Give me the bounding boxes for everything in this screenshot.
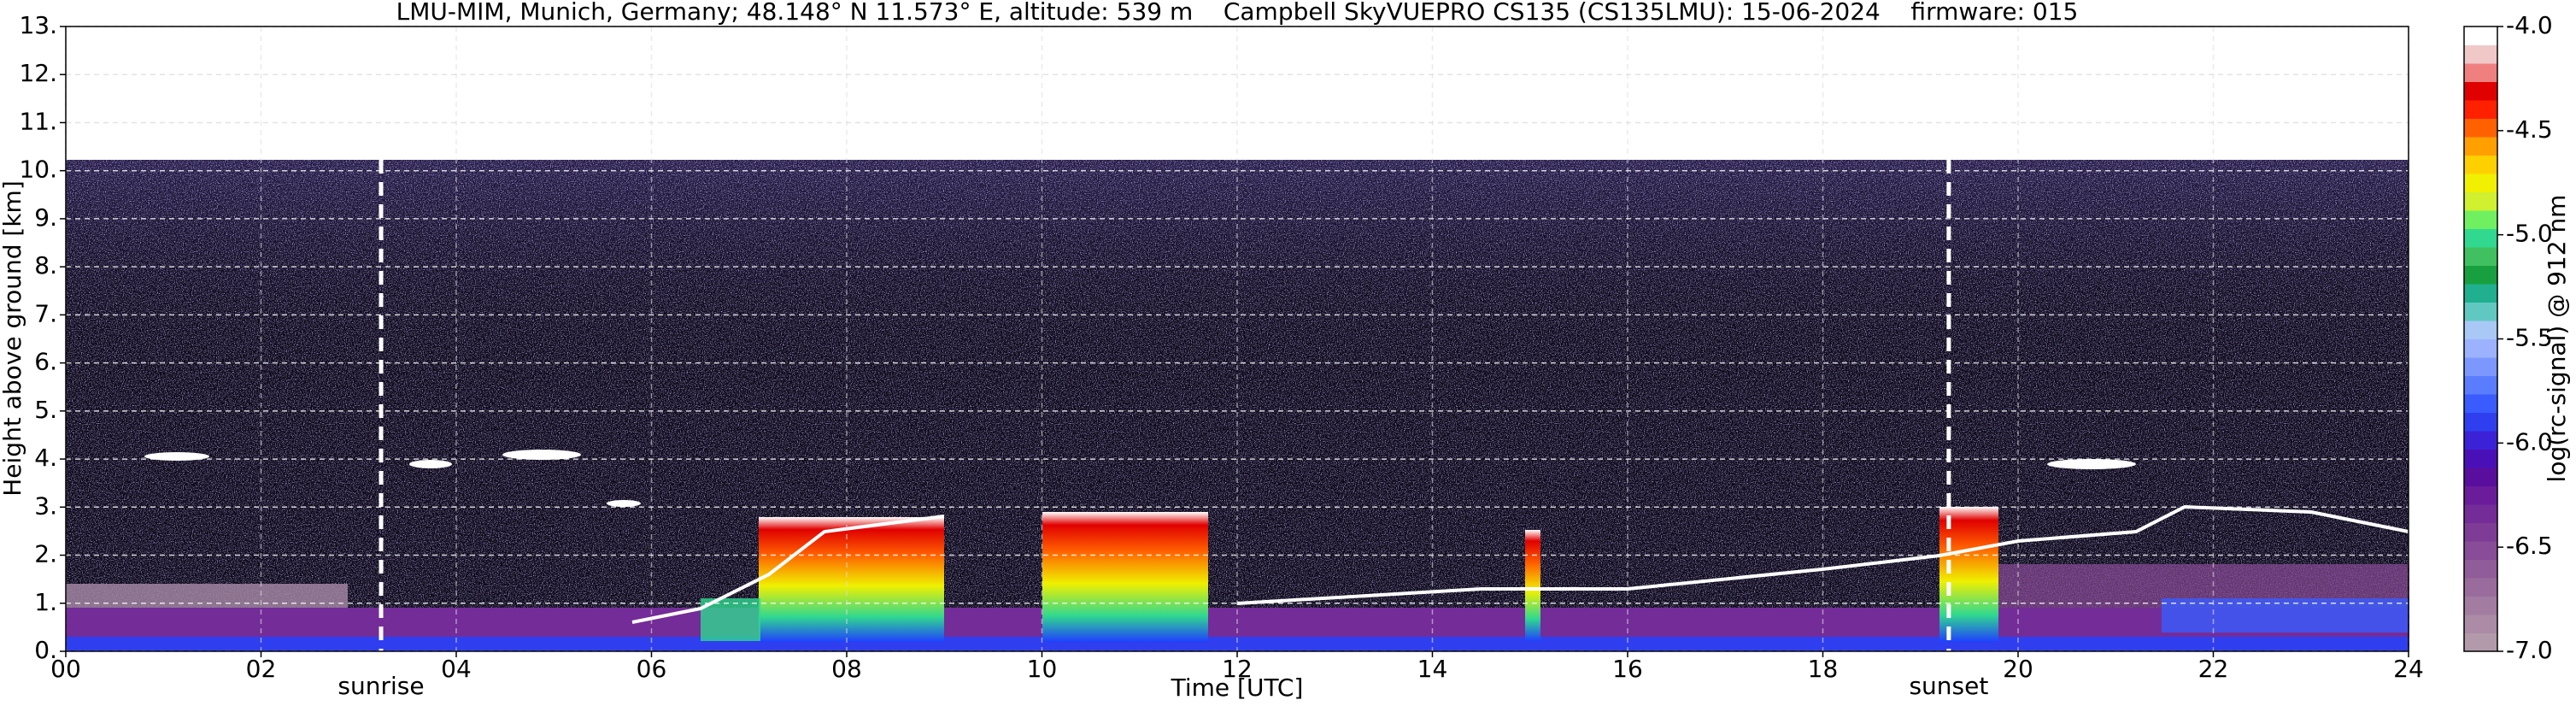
colorbar-swatch [2464,26,2497,45]
colorbar-swatch [2464,302,2497,321]
y-tick-label: 13. [19,11,57,39]
colorbar-swatch [2464,578,2497,597]
cloud [1939,507,1998,642]
colorbar-swatch [2464,504,2497,523]
aerosol-layer [2162,598,2409,632]
y-tick-label: 1. [34,588,57,616]
x-tick-label: 16 [1612,655,1643,683]
colorbar-swatch [2464,559,2497,579]
cloud-base [1236,504,2409,605]
y-tick-label: 10. [19,156,57,184]
colorbar-swatch [2464,118,2497,138]
event-label: sunrise [337,672,424,700]
colorbar-swatch [2464,338,2497,358]
y-tick-label: 11. [19,107,57,135]
colorbar-swatch [2464,284,2497,303]
colorbar-swatch [2464,191,2497,211]
y-tick-label: 7. [34,299,57,327]
y-tick-label: 9. [34,203,57,232]
colorbar-tick-label: -7.0 [2506,636,2553,664]
colorbar-swatch [2464,615,2497,633]
colorbar-swatch [2464,174,2497,192]
colorbar-swatch [2464,522,2497,542]
colorbar-swatch [2464,449,2497,468]
colorbar-swatch [2464,632,2497,652]
colorbar-swatch [2464,44,2497,64]
x-tick-label: 18 [1808,655,1839,683]
x-tick-label: 22 [2198,655,2229,683]
x-axis-label: Time [UTC] [1171,674,1304,702]
annotations [378,160,1951,651]
colorbar: -7.0 -6.5 -6.0 -5.5 -5.0 -4.5 -4.0 [2463,11,2553,664]
colorbar-swatch [2464,375,2497,395]
cloud [1525,530,1540,641]
cloud [409,460,452,468]
colorbar-tick-label: -5.0 [2506,220,2553,248]
colorbar-swatch [2464,412,2497,432]
colorbar-swatch [2464,357,2497,376]
y-tick-label: 4. [34,444,57,472]
cloud [1042,512,1208,642]
cloud [2047,459,2136,469]
x-tick-label: 12 [1222,655,1253,683]
colorbar-swatch [2464,265,2497,285]
colorbar-swatch [2464,541,2497,560]
y-tick-label: 8. [34,251,57,279]
chart-title: LMU-MIM, Munich, Germany; 48.148° N 11.5… [396,0,2079,26]
y-axis-label: Height above ground [km] [0,180,26,497]
colorbar-swatch [2464,81,2497,101]
y-tick-label: 5. [34,396,57,424]
cloud [759,517,944,642]
colorbar-tick-label: -5.5 [2506,324,2553,352]
x-tick-label: 02 [246,655,277,683]
x-tick-label: 00 [50,655,81,683]
x-tick-label: 14 [1417,655,1448,683]
cloud [607,500,641,507]
colorbar-swatch [2464,394,2497,413]
x-tick-label: 10 [1027,655,1058,683]
colorbar-swatch [2464,228,2497,248]
cloud-base [631,515,945,624]
colorbar-swatch [2464,596,2497,615]
colorbar-swatch [2464,137,2497,156]
colorbar-swatch [2464,155,2497,174]
colorbar-swatch [2464,468,2497,486]
colorbar-swatch [2464,63,2497,82]
colorbar-tick-label: -4.0 [2506,11,2553,39]
y-tick-label: 3. [34,491,57,520]
event-label: sunset [1909,672,1988,700]
colorbar-label: log(rc-signal) @ 912 nm [2543,195,2571,483]
y-tick-label: 2. [34,540,57,568]
colorbar-swatch [2464,485,2497,505]
colorbar-swatch [2464,431,2497,450]
y-tick-label: 6. [34,348,57,376]
x-tick-label: 04 [441,655,472,683]
colorbar-tick-label: -4.5 [2506,115,2553,144]
y-tick-label: 12. [19,59,57,87]
cloud [502,450,581,460]
y-tick-label: 0. [34,636,57,664]
x-tick-label: 08 [831,655,862,683]
x-tick-label: 24 [2393,655,2424,683]
colorbar-tick-label: -6.0 [2506,427,2553,456]
x-tick-label: 06 [637,655,667,683]
x-tick-label: 20 [2003,655,2033,683]
colorbar-swatch [2464,100,2497,119]
colorbar-tick-label: -6.5 [2506,532,2553,560]
colorbar-swatch [2464,247,2497,266]
colorbar-swatch [2464,321,2497,339]
colorbar-swatch [2464,210,2497,229]
